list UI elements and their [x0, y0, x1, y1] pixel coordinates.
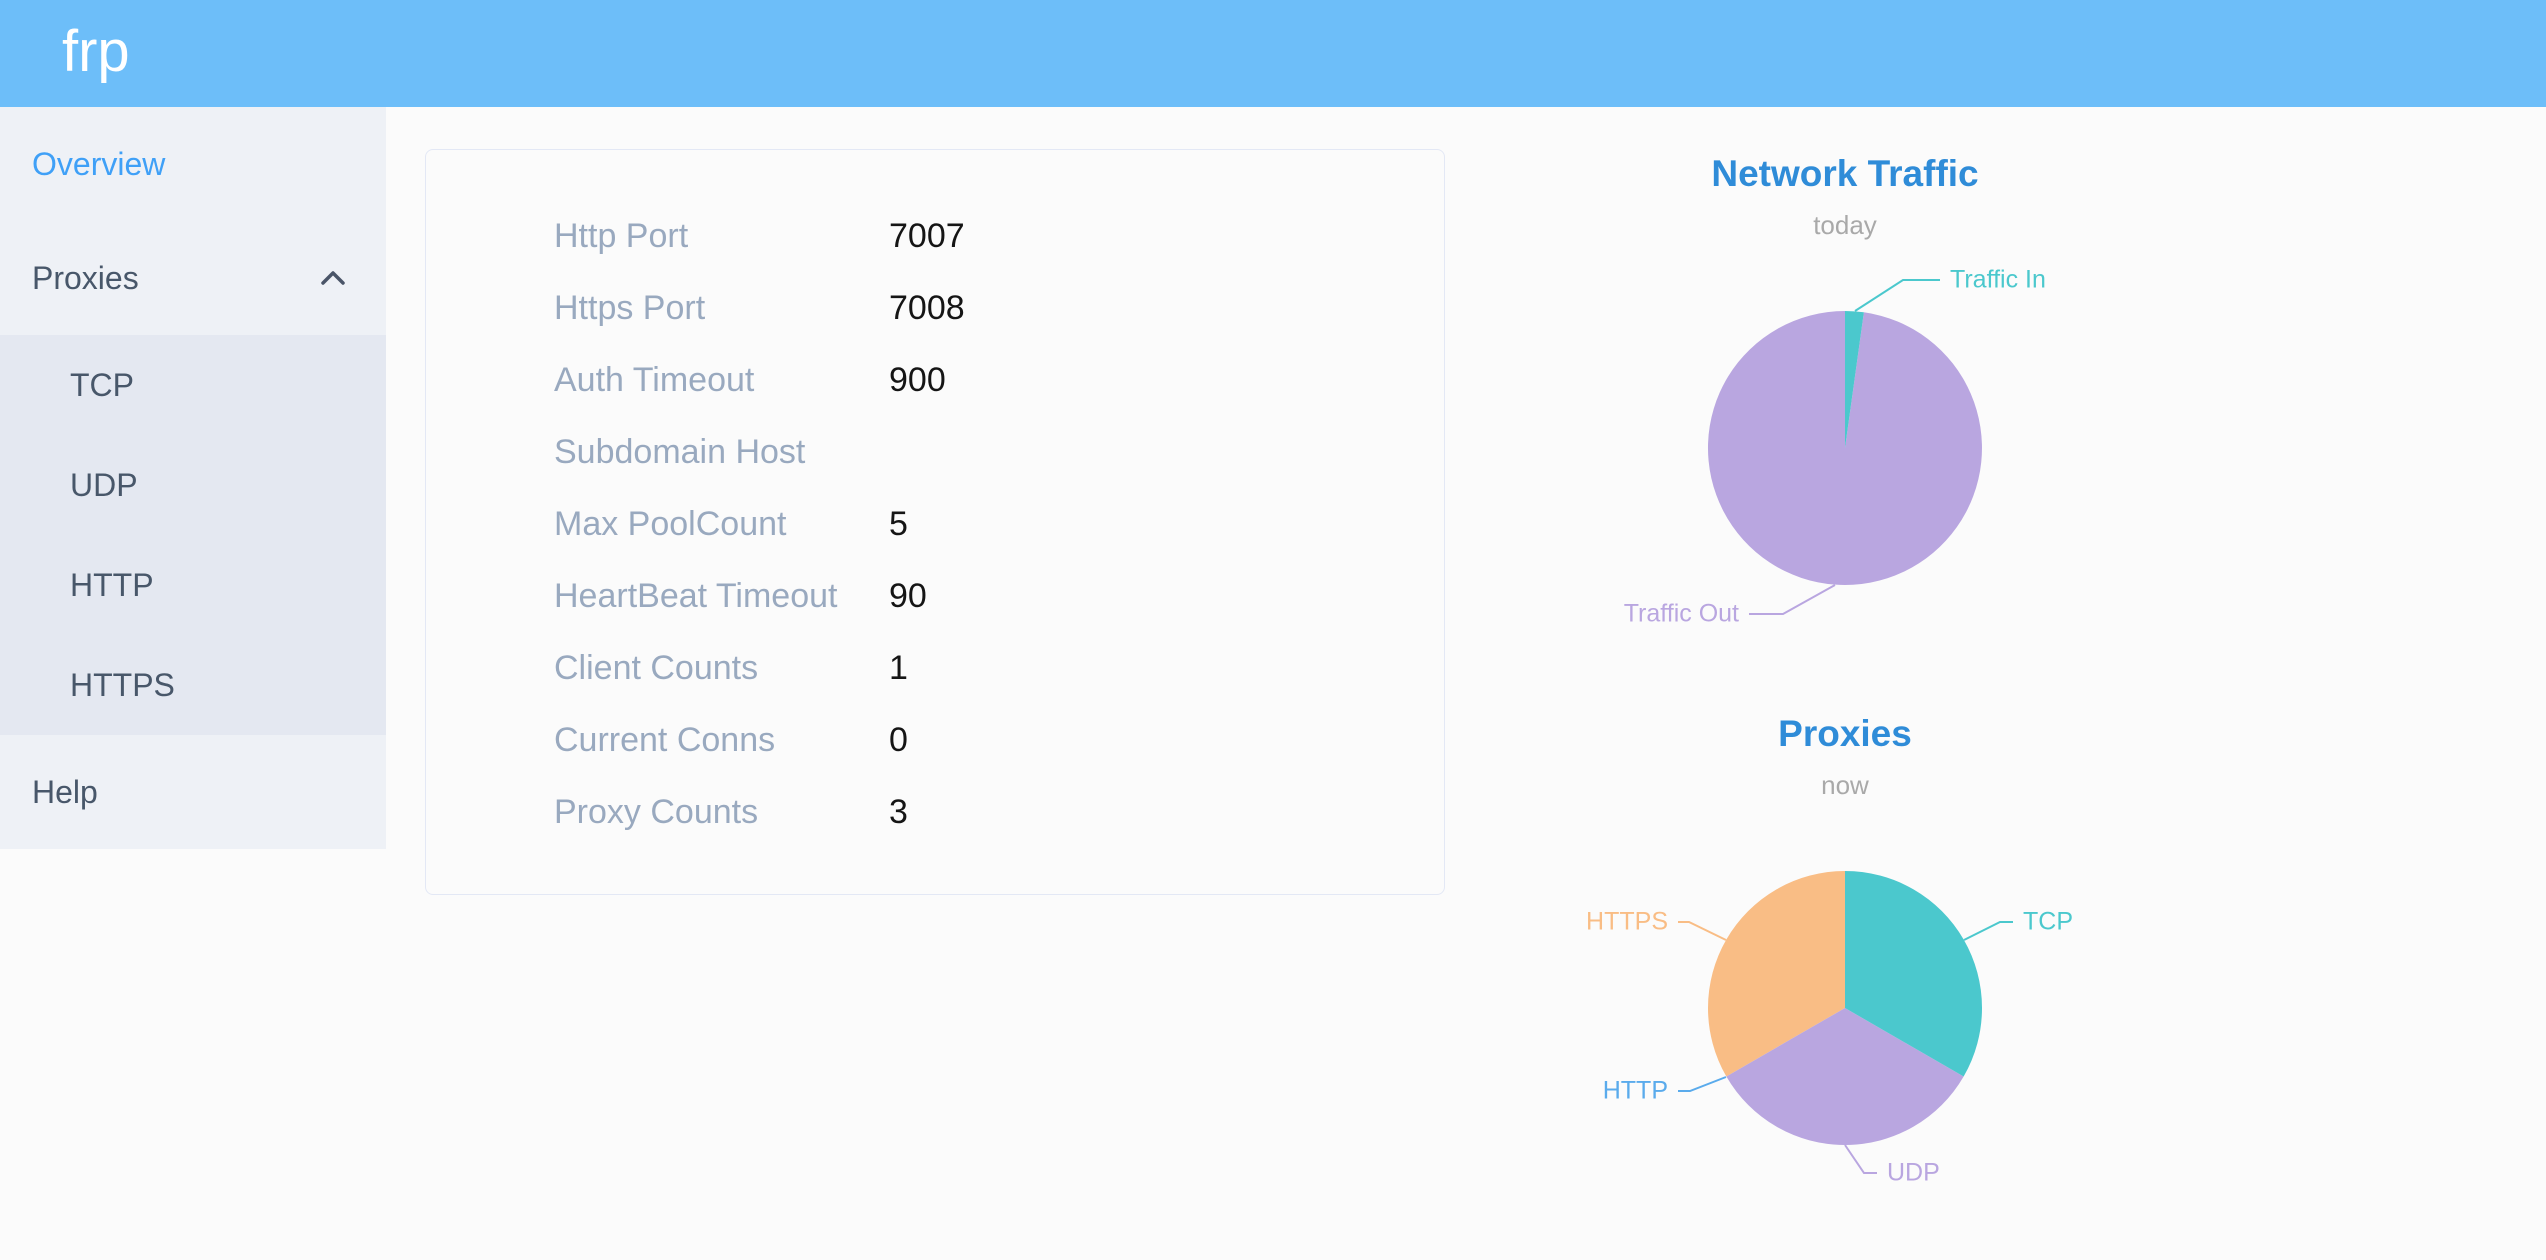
sidebar-item-label: Proxies [32, 260, 139, 296]
table-row: Proxy Counts 3 [426, 776, 1444, 848]
pie-slice-https [1707, 871, 1845, 1077]
sidebar-item-http[interactable]: HTTP [0, 535, 386, 635]
row-value: 900 [889, 360, 946, 399]
pie-label-http: HTTP [1602, 1076, 1668, 1105]
chart-title: Proxies [1778, 713, 1912, 754]
sidebar-item-overview[interactable]: Overview [0, 107, 386, 221]
pie-slice-traffic-out [1707, 310, 1982, 585]
sidebar-item-label: HTTPS [70, 667, 175, 703]
sidebar-item-label: Help [32, 774, 98, 810]
sidebar-submenu-proxies: TCP UDP HTTP HTTPS [0, 335, 386, 735]
table-row: Auth Timeout 900 [426, 344, 1444, 416]
row-value: 7008 [889, 288, 965, 327]
chart-subtitle: now [1821, 770, 1869, 800]
sidebar-item-label: HTTP [70, 567, 154, 603]
pie-label-udp: UDP [1887, 1158, 1940, 1187]
row-label: Http Port [554, 216, 689, 255]
pie-slice-tcp [1845, 871, 1983, 1077]
sidebar-item-tcp[interactable]: TCP [0, 335, 386, 435]
chart-title: Network Traffic [1711, 153, 1979, 194]
row-value: 3 [889, 792, 908, 831]
row-value: 1 [889, 648, 908, 687]
sidebar-item-help[interactable]: Help [0, 735, 386, 849]
pie-label-tcp: TCP [2023, 907, 2073, 936]
table-row: Client Counts 1 [426, 632, 1444, 704]
table-row: Max PoolCount 5 [426, 488, 1444, 560]
pie-chart-network-traffic [1707, 279, 1982, 615]
app-logo: frp [62, 19, 130, 84]
row-label: Client Counts [554, 648, 759, 687]
row-label: Https Port [554, 288, 706, 327]
sidebar-item-label: Overview [32, 146, 166, 182]
sidebar-item-label: TCP [70, 367, 134, 403]
app-header: frp [0, 0, 2546, 107]
sidebar-item-proxies[interactable]: Proxies [0, 221, 386, 335]
row-label: Auth Timeout [554, 360, 755, 399]
row-value: 0 [889, 720, 908, 759]
proxies-chart: Proxies now TCP UDP HTTP HTTPS [1495, 700, 2195, 1260]
row-value: 5 [889, 504, 908, 543]
server-info-card: Http Port 7007 Https Port 7008 Auth Time… [425, 149, 1445, 895]
row-label: HeartBeat Timeout [554, 576, 838, 615]
row-label: Proxy Counts [554, 792, 759, 831]
row-label: Max PoolCount [554, 504, 787, 543]
table-row: Subdomain Host [426, 416, 1444, 488]
sidebar-item-https[interactable]: HTTPS [0, 635, 386, 735]
leader-line-http [1678, 1076, 1727, 1092]
leader-line-traffic-in [1854, 279, 1940, 312]
pie-slice-traffic-in [1845, 311, 1864, 448]
table-row: Current Conns 0 [426, 704, 1444, 776]
pie-label-traffic-out: Traffic Out [1623, 599, 1739, 628]
chevron-up-icon[interactable] [320, 270, 346, 286]
pie-slice-udp [1726, 1008, 1964, 1146]
table-row: HeartBeat Timeout 90 [426, 560, 1444, 632]
leader-line-traffic-out [1749, 584, 1836, 615]
leader-line-udp [1844, 1144, 1877, 1174]
sidebar-item-udp[interactable]: UDP [0, 435, 386, 535]
row-value: 90 [889, 576, 927, 615]
row-value: 7007 [889, 216, 965, 255]
table-row: Http Port 7007 [426, 200, 1444, 272]
sidebar: Overview Proxies TCP UDP HTTP HTTPS Help [0, 107, 386, 849]
row-label: Current Conns [554, 720, 776, 759]
chevron-up-shape [321, 271, 345, 285]
row-label: Subdomain Host [554, 432, 806, 471]
pie-label-https: HTTPS [1586, 907, 1668, 936]
table-row: Https Port 7008 [426, 272, 1444, 344]
chart-subtitle: today [1813, 210, 1877, 240]
leader-line-https [1678, 921, 1727, 941]
pie-label-traffic-in: Traffic In [1950, 265, 2046, 294]
network-traffic-chart: Network Traffic today Traffic In Traffic… [1495, 140, 2195, 700]
pie-chart-proxies [1678, 871, 2013, 1174]
sidebar-item-label: UDP [70, 467, 138, 503]
leader-line-tcp [1963, 921, 2013, 941]
